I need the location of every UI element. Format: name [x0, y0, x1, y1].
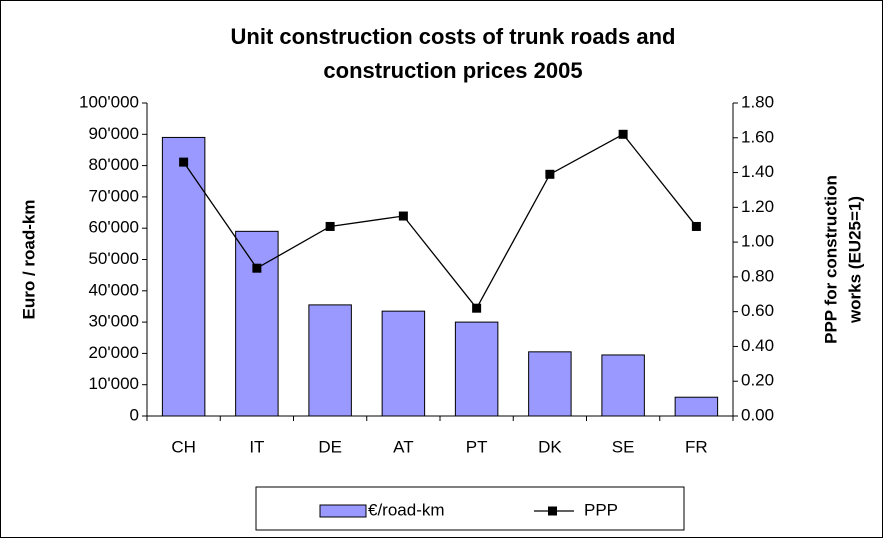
- bar: [528, 351, 572, 417]
- y2-tick-label: 1.80: [741, 92, 774, 111]
- x-tick-label: PT: [466, 437, 488, 456]
- bar: [674, 396, 719, 417]
- line-marker: [472, 303, 482, 313]
- y2-tick-label: 1.60: [741, 127, 774, 146]
- legend-swatch: [319, 504, 367, 518]
- y2-tick-label: 1.20: [741, 197, 774, 216]
- bar: [308, 304, 352, 417]
- y-tick-label: 40'000: [88, 280, 139, 299]
- x-tick-label: FR: [685, 437, 708, 456]
- x-tick-label: IT: [249, 437, 264, 456]
- legend-label: PPP: [584, 500, 618, 519]
- bar: [601, 354, 645, 417]
- y2-tick-label: 0.60: [741, 301, 774, 320]
- y-tick-label: 100'000: [79, 92, 139, 111]
- legend-label: €/road-km: [368, 500, 445, 519]
- y2-tick-label: 0.40: [741, 336, 774, 355]
- y-tick-label: 10'000: [88, 374, 139, 393]
- line-marker: [545, 169, 555, 179]
- y2-tick-label: 1.00: [741, 232, 774, 251]
- y2-axis-title: works (EU25=1): [845, 196, 864, 324]
- chart-title: Unit construction costs of trunk roads a…: [231, 24, 676, 49]
- line-marker: [325, 221, 335, 231]
- y-tick-label: 30'000: [88, 312, 139, 331]
- y-axis-title: Euro / road-km: [19, 200, 38, 320]
- line-marker: [398, 211, 408, 221]
- x-tick-label: AT: [393, 437, 413, 456]
- line-marker: [252, 263, 262, 273]
- x-tick-label: DE: [318, 437, 342, 456]
- x-tick-label: CH: [171, 437, 196, 456]
- y-tick-label: 20'000: [88, 343, 139, 362]
- bar: [235, 230, 279, 417]
- x-tick-label: SE: [612, 437, 635, 456]
- y-tick-label: 0: [130, 405, 139, 424]
- bar: [454, 321, 499, 417]
- chart-title: construction prices 2005: [323, 58, 582, 83]
- y-tick-label: 90'000: [88, 124, 139, 143]
- line: [183, 133, 697, 310]
- legend-marker: [548, 506, 557, 516]
- bar: [381, 310, 426, 417]
- line-marker: [618, 129, 628, 139]
- y-tick-label: 80'000: [88, 155, 139, 174]
- bar: [161, 136, 206, 417]
- y2-tick-label: 0.00: [741, 405, 774, 424]
- y-tick-label: 60'000: [88, 218, 139, 237]
- line-marker: [691, 221, 701, 231]
- y-tick-label: 70'000: [88, 186, 139, 205]
- y2-axis-title: PPP for construction: [821, 175, 840, 344]
- x-tick-label: DK: [538, 437, 562, 456]
- y2-tick-label: 1.40: [741, 162, 774, 181]
- y-tick-label: 50'000: [88, 249, 139, 268]
- line-marker: [179, 157, 189, 167]
- y2-tick-label: 0.20: [741, 371, 774, 390]
- y2-tick-label: 0.80: [741, 266, 774, 285]
